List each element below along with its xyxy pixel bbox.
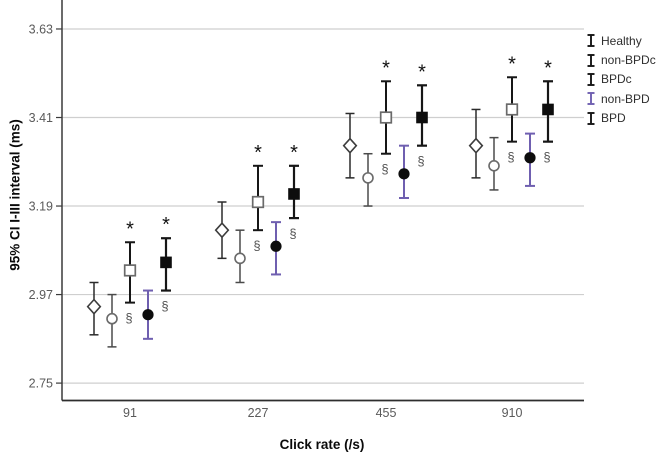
error-bar-icon: [587, 111, 595, 125]
legend-label: BPDc: [601, 72, 632, 87]
sig-section: §: [289, 226, 296, 241]
y-tick-label: 3.19: [29, 200, 53, 214]
marker-circle-filled: [524, 152, 536, 164]
marker-diamond: [86, 298, 102, 315]
legend-item-non-bpdc: non-BPDc: [586, 50, 656, 69]
error-bar-icon: [587, 53, 595, 67]
legend-item-bpdc: BPDc: [586, 70, 656, 89]
legend-label: non-BPDc: [601, 53, 656, 68]
sig-section: §: [125, 311, 132, 326]
marker-square-filled: [160, 256, 172, 269]
sig-star: *: [162, 214, 170, 236]
series-healthy: [86, 108, 484, 336]
error-bar-icon: [587, 92, 595, 106]
error-bar-icon: [587, 34, 595, 48]
sig-section: §: [253, 238, 260, 253]
legend-item-non-bpd: non-BPD: [586, 89, 656, 108]
x-axis-title: Click rate (/s): [279, 437, 365, 452]
sig-section: §: [507, 150, 514, 165]
marker-diamond: [214, 221, 230, 239]
sig-star: *: [382, 57, 390, 79]
legend-label: BPD: [601, 111, 626, 126]
x-tick-label: 227: [248, 406, 269, 420]
sig-star: *: [508, 53, 516, 75]
sig-star: *: [418, 61, 426, 83]
marker-square: [505, 103, 519, 116]
legend-label: non-BPD: [601, 91, 650, 106]
marker-square: [251, 195, 265, 209]
sig-star: *: [544, 57, 552, 79]
marker-circle-filled: [398, 168, 410, 180]
legend-item-bpd: BPD: [586, 109, 656, 128]
legend-item-healthy: Healthy: [586, 31, 656, 50]
y-tick-label: 3.63: [29, 22, 53, 36]
x-tick-label: 455: [376, 406, 397, 420]
y-tick-label: 3.41: [29, 111, 53, 125]
marker-square: [123, 264, 137, 277]
marker-circle: [362, 172, 374, 184]
sig-section: §: [381, 162, 388, 177]
error-bar-icon: [587, 73, 595, 86]
y-tick-label: 2.97: [29, 288, 53, 302]
marker-square-filled: [542, 103, 554, 116]
marker-square-filled: [288, 188, 300, 200]
legend: Healthy non-BPDc BPDc non-BPD BPD: [586, 31, 656, 128]
sig-section: §: [417, 154, 424, 169]
series-non-bpdc: [106, 136, 500, 348]
marker-square-filled: [416, 111, 428, 124]
marker-circle-filled: [270, 240, 282, 252]
sig-star: *: [254, 142, 262, 164]
marker-circle-filled: [142, 309, 154, 321]
legend-label: Healthy: [601, 33, 642, 48]
marker-circle: [488, 159, 500, 172]
marker-diamond: [468, 137, 484, 154]
sig-section: §: [161, 299, 168, 314]
x-tick-label: 910: [502, 406, 523, 420]
marker-circle: [234, 252, 246, 265]
series-non-bpd: [142, 132, 536, 340]
sig-star: *: [290, 142, 298, 164]
sig-star: *: [126, 218, 134, 240]
series-bpdc: * § * § * § * §: [123, 53, 519, 326]
x-tick-label: 91: [123, 406, 137, 420]
y-tick-label: 2.75: [29, 377, 53, 391]
sig-section: §: [543, 150, 550, 165]
y-axis-title: 95% CI I-III interval (ms): [7, 119, 23, 271]
marker-diamond: [342, 137, 358, 154]
series-bpd: * § * § * § * §: [160, 57, 554, 314]
marker-circle: [106, 312, 118, 325]
marker-square: [379, 111, 393, 124]
